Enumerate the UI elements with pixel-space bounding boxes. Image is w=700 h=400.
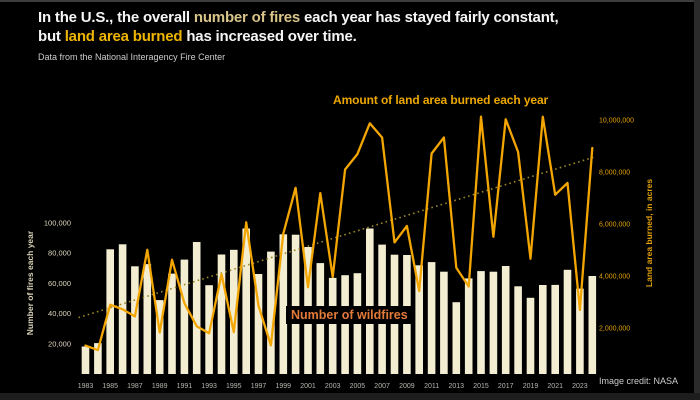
burned-area-line	[84, 115, 594, 352]
x-axis-year-label: 2019	[523, 383, 539, 390]
right-axis-tick-label: 8,000,000	[599, 170, 630, 177]
fire-count-bar	[341, 275, 349, 374]
x-axis-year-label: 1989	[152, 383, 168, 390]
fire-count-bar	[267, 251, 275, 374]
fire-count-bar	[440, 271, 448, 374]
x-axis-year-label: 2015	[473, 383, 489, 390]
x-axis-year-label: 1997	[251, 383, 267, 390]
image-credit: Image credit: NASA	[599, 376, 679, 386]
right-axis-title: Land area burned, in acres	[644, 179, 654, 287]
fire-count-bar	[94, 343, 102, 374]
left-axis-tick-label: 80,000	[48, 249, 71, 258]
fire-count-bar	[477, 271, 485, 374]
fire-count-bar	[415, 265, 423, 374]
left-axis-tick-label: 20,000	[48, 339, 71, 348]
x-axis-year-label: 2017	[498, 383, 514, 390]
data-source-subtitle: Data from the National Interagency Fire …	[38, 52, 226, 62]
fire-count-bar	[168, 273, 176, 374]
fire-count-bar	[217, 254, 226, 374]
fire-count-bar	[563, 269, 572, 374]
title-highlight-fires: number of fires	[193, 9, 301, 26]
right-axis-tick-label: 10,000,000	[599, 118, 634, 125]
x-axis-year-label: 2011	[424, 383, 439, 390]
fire-count-bar	[427, 262, 436, 374]
fire-count-bar	[131, 266, 139, 374]
fire-count-bar	[81, 346, 90, 374]
fire-count-bar	[291, 234, 300, 374]
fire-count-bar	[279, 234, 288, 374]
x-axis-year-label: 2021	[547, 383, 563, 390]
x-axis-year-label: 1991	[177, 383, 193, 390]
x-axis-year-label: 2007	[374, 383, 390, 390]
x-axis-year-label: 1987	[127, 383, 143, 390]
window-top-edge	[0, 0, 700, 2]
page-title: In the U.S., the overall number of fires…	[38, 8, 559, 46]
x-axis-year-label: 2023	[572, 383, 588, 390]
right-axis-tick-label: 6,000,000	[599, 222, 630, 229]
x-axis-year-label: 2005	[350, 383, 366, 390]
title-text: each year has stayed fairly constant,	[300, 9, 559, 26]
left-axis-tick-label: 100,000	[44, 219, 71, 228]
title-line-2: but land area burned has increased over …	[38, 27, 558, 46]
fire-count-bar	[514, 286, 522, 374]
fire-count-bar	[242, 228, 250, 374]
fire-count-bar	[539, 285, 547, 374]
fire-count-bar	[106, 249, 114, 374]
title-text: has increased over time.	[182, 28, 357, 45]
fire-count-bar	[192, 242, 201, 374]
fire-count-bar	[464, 278, 473, 374]
fire-count-bar	[576, 288, 584, 374]
fire-count-bar	[588, 276, 597, 374]
burned-area-series-label: Amount of land area burned each year	[333, 93, 549, 107]
trend-line	[78, 155, 597, 319]
x-axis-year-label: 2001	[300, 383, 316, 390]
x-axis-year-label: 2013	[449, 383, 465, 390]
fire-count-bar	[180, 259, 189, 374]
window-bottom-edge	[0, 393, 700, 400]
x-axis-year-label: 1995	[226, 383, 242, 390]
title-text: but	[38, 28, 65, 45]
fire-count-bar	[366, 228, 374, 374]
title-line-1: In the U.S., the overall number of fires…	[38, 8, 559, 27]
right-axis-tick-label: 4,000,000	[599, 274, 630, 281]
x-axis-year-label: 1993	[201, 383, 217, 390]
x-axis-year-label: 2009	[399, 383, 415, 390]
wildfires-series-label: Number of wildfires	[286, 306, 413, 324]
fire-count-bar	[254, 274, 263, 374]
x-axis-year-label: 2003	[325, 383, 341, 390]
x-axis-year-label: 1999	[276, 383, 292, 390]
window-right-edge	[694, 0, 700, 400]
left-axis-tick-label: 60,000	[48, 279, 71, 288]
fire-count-bar	[489, 271, 498, 374]
left-axis-title: Number of fires each year	[25, 230, 35, 335]
x-axis-year-label: 1985	[102, 383, 118, 390]
right-axis-tick-label: 2,000,000	[599, 326, 630, 333]
fire-count-bar	[526, 297, 535, 374]
fire-count-bar	[328, 277, 337, 374]
left-axis-tick-label: 40,000	[48, 309, 71, 318]
fire-count-bar	[551, 284, 559, 374]
x-axis-year-label: 1983	[78, 383, 94, 390]
title-text: In the U.S., the overall	[38, 9, 194, 26]
title-highlight-burned: land area burned	[64, 28, 183, 45]
fire-count-bar	[501, 266, 510, 374]
fire-count-bar	[452, 302, 461, 374]
fire-count-bar	[155, 300, 164, 374]
fire-count-bar	[230, 249, 238, 374]
fire-count-bar	[143, 264, 152, 374]
